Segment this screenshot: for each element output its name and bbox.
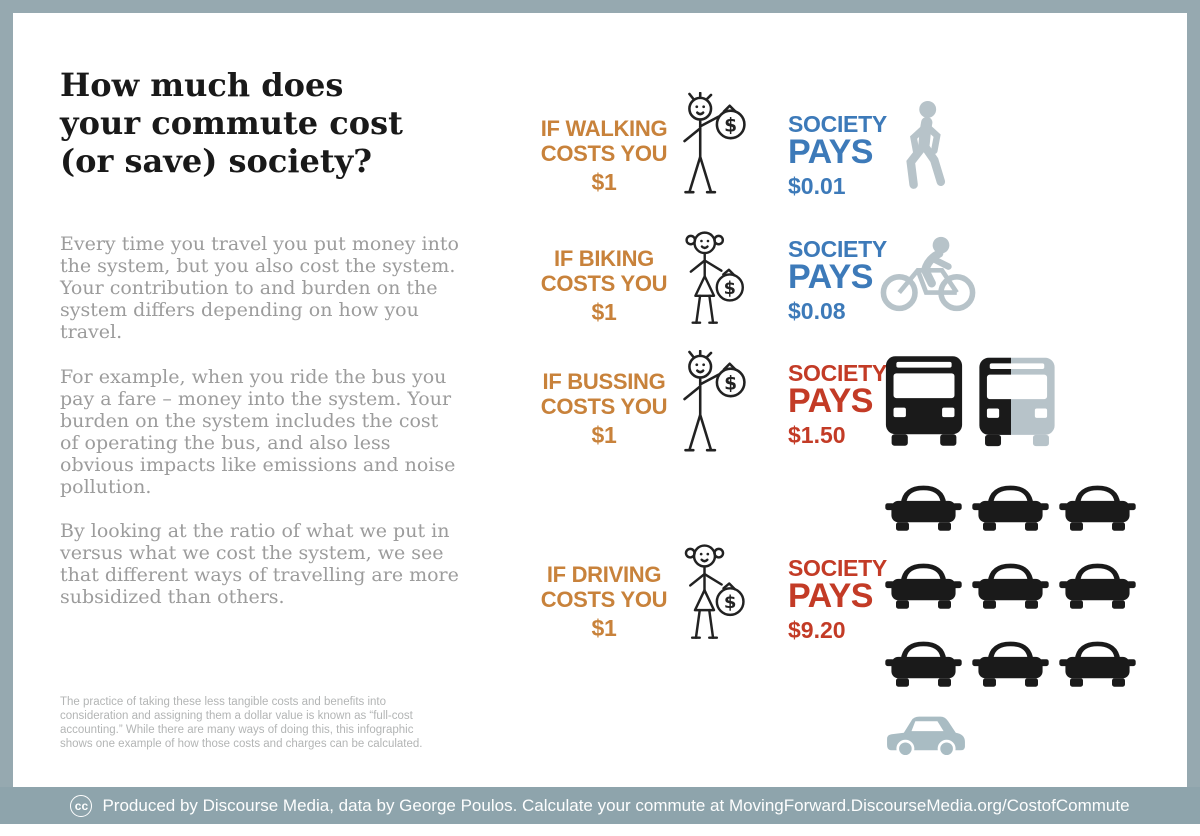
footer-bar: cc Produced by Discourse Media, data by … [0, 787, 1200, 824]
walking-society-amount: $0.01 [788, 173, 846, 199]
person-with-money-bag-icon [676, 540, 752, 648]
bus-icon [884, 352, 964, 448]
person-with-money-bag-icon [676, 228, 752, 332]
walking-costs-line: COSTS YOU [540, 141, 668, 166]
bussing-society-amount: $1.50 [788, 422, 846, 448]
bus-example-paragraph: For example, when you ride the bus you p… [60, 366, 456, 498]
driving-society-pays: SOCIETY PAYS $9.20 [788, 557, 887, 644]
car-icon [884, 556, 963, 611]
walking-society-word: SOCIETY [788, 111, 887, 137]
walking-society-pays: SOCIETY PAYS $0.01 [788, 113, 887, 200]
driving-society-word: SOCIETY [788, 555, 887, 581]
car-icon [884, 634, 963, 689]
title-line-2: your commute cost [60, 104, 403, 142]
bussing-cost-amount: $1 [591, 422, 617, 448]
biking-society-amount: $0.08 [788, 298, 846, 324]
walking-cost-amount: $1 [591, 169, 617, 195]
car-icon [1058, 634, 1137, 689]
bussing-if-line: IF BUSSING [542, 369, 666, 394]
person-with-money-bag-icon [672, 92, 752, 202]
footer-credit-text: Produced by Discourse Media, data by Geo… [102, 795, 1130, 815]
person-with-money-bag-icon [672, 350, 752, 460]
driving-cost-label: IF DRIVING COSTS YOU $1 [533, 562, 675, 641]
title-line-1: How much does [60, 66, 344, 104]
title-line-3: (or save) society? [60, 142, 372, 180]
bussing-society-word: SOCIETY [788, 360, 887, 386]
walking-cost-label: IF WALKING COSTS YOU $1 [533, 116, 675, 195]
driving-cost-amount: $1 [591, 615, 617, 641]
car-icon [884, 478, 963, 533]
ratio-paragraph: By looking at the ratio of what we put i… [60, 520, 459, 608]
car-icon [1058, 478, 1137, 533]
biking-costs-line: COSTS YOU [540, 271, 668, 296]
full-cost-accounting-footnote: The practice of taking these less tangib… [60, 696, 423, 750]
intro-paragraph: Every time you travel you put money into… [60, 233, 459, 343]
cyclist-icon [876, 234, 980, 314]
car-icon [971, 478, 1050, 533]
bussing-cost-label: IF BUSSING COSTS YOU $1 [533, 369, 675, 448]
car-icon [971, 634, 1050, 689]
car-icon [1058, 556, 1137, 611]
biking-cost-amount: $1 [591, 299, 617, 325]
page-title: How much does your commute cost (or save… [60, 66, 403, 180]
walking-if-line: IF WALKING [540, 116, 668, 141]
driving-costs-line: COSTS YOU [540, 587, 668, 612]
driving-pays-word: PAYS [788, 577, 873, 615]
pedestrian-icon [896, 100, 950, 194]
car-icons-grid [884, 478, 1146, 689]
bus-icon-black-part [977, 354, 1011, 448]
frame-top [0, 0, 1200, 13]
creative-commons-icon: cc [70, 794, 93, 817]
car-icon [971, 556, 1050, 611]
bussing-pays-word: PAYS [788, 382, 873, 420]
bussing-society-pays: SOCIETY PAYS $1.50 [788, 362, 887, 449]
biking-if-line: IF BIKING [554, 246, 654, 271]
driving-if-line: IF DRIVING [546, 562, 662, 587]
biking-pays-word: PAYS [788, 258, 873, 296]
frame-right [1187, 0, 1200, 790]
frame-left [0, 0, 13, 790]
biking-society-word: SOCIETY [788, 236, 887, 262]
car-fraction-icon [884, 704, 968, 766]
bussing-costs-line: COSTS YOU [540, 394, 668, 419]
walking-pays-word: PAYS [788, 133, 873, 171]
biking-society-pays: SOCIETY PAYS $0.08 [788, 238, 887, 325]
biking-cost-label: IF BIKING COSTS YOU $1 [533, 246, 675, 325]
driving-society-amount: $9.20 [788, 617, 846, 643]
bus-fraction-icon [977, 354, 1057, 448]
